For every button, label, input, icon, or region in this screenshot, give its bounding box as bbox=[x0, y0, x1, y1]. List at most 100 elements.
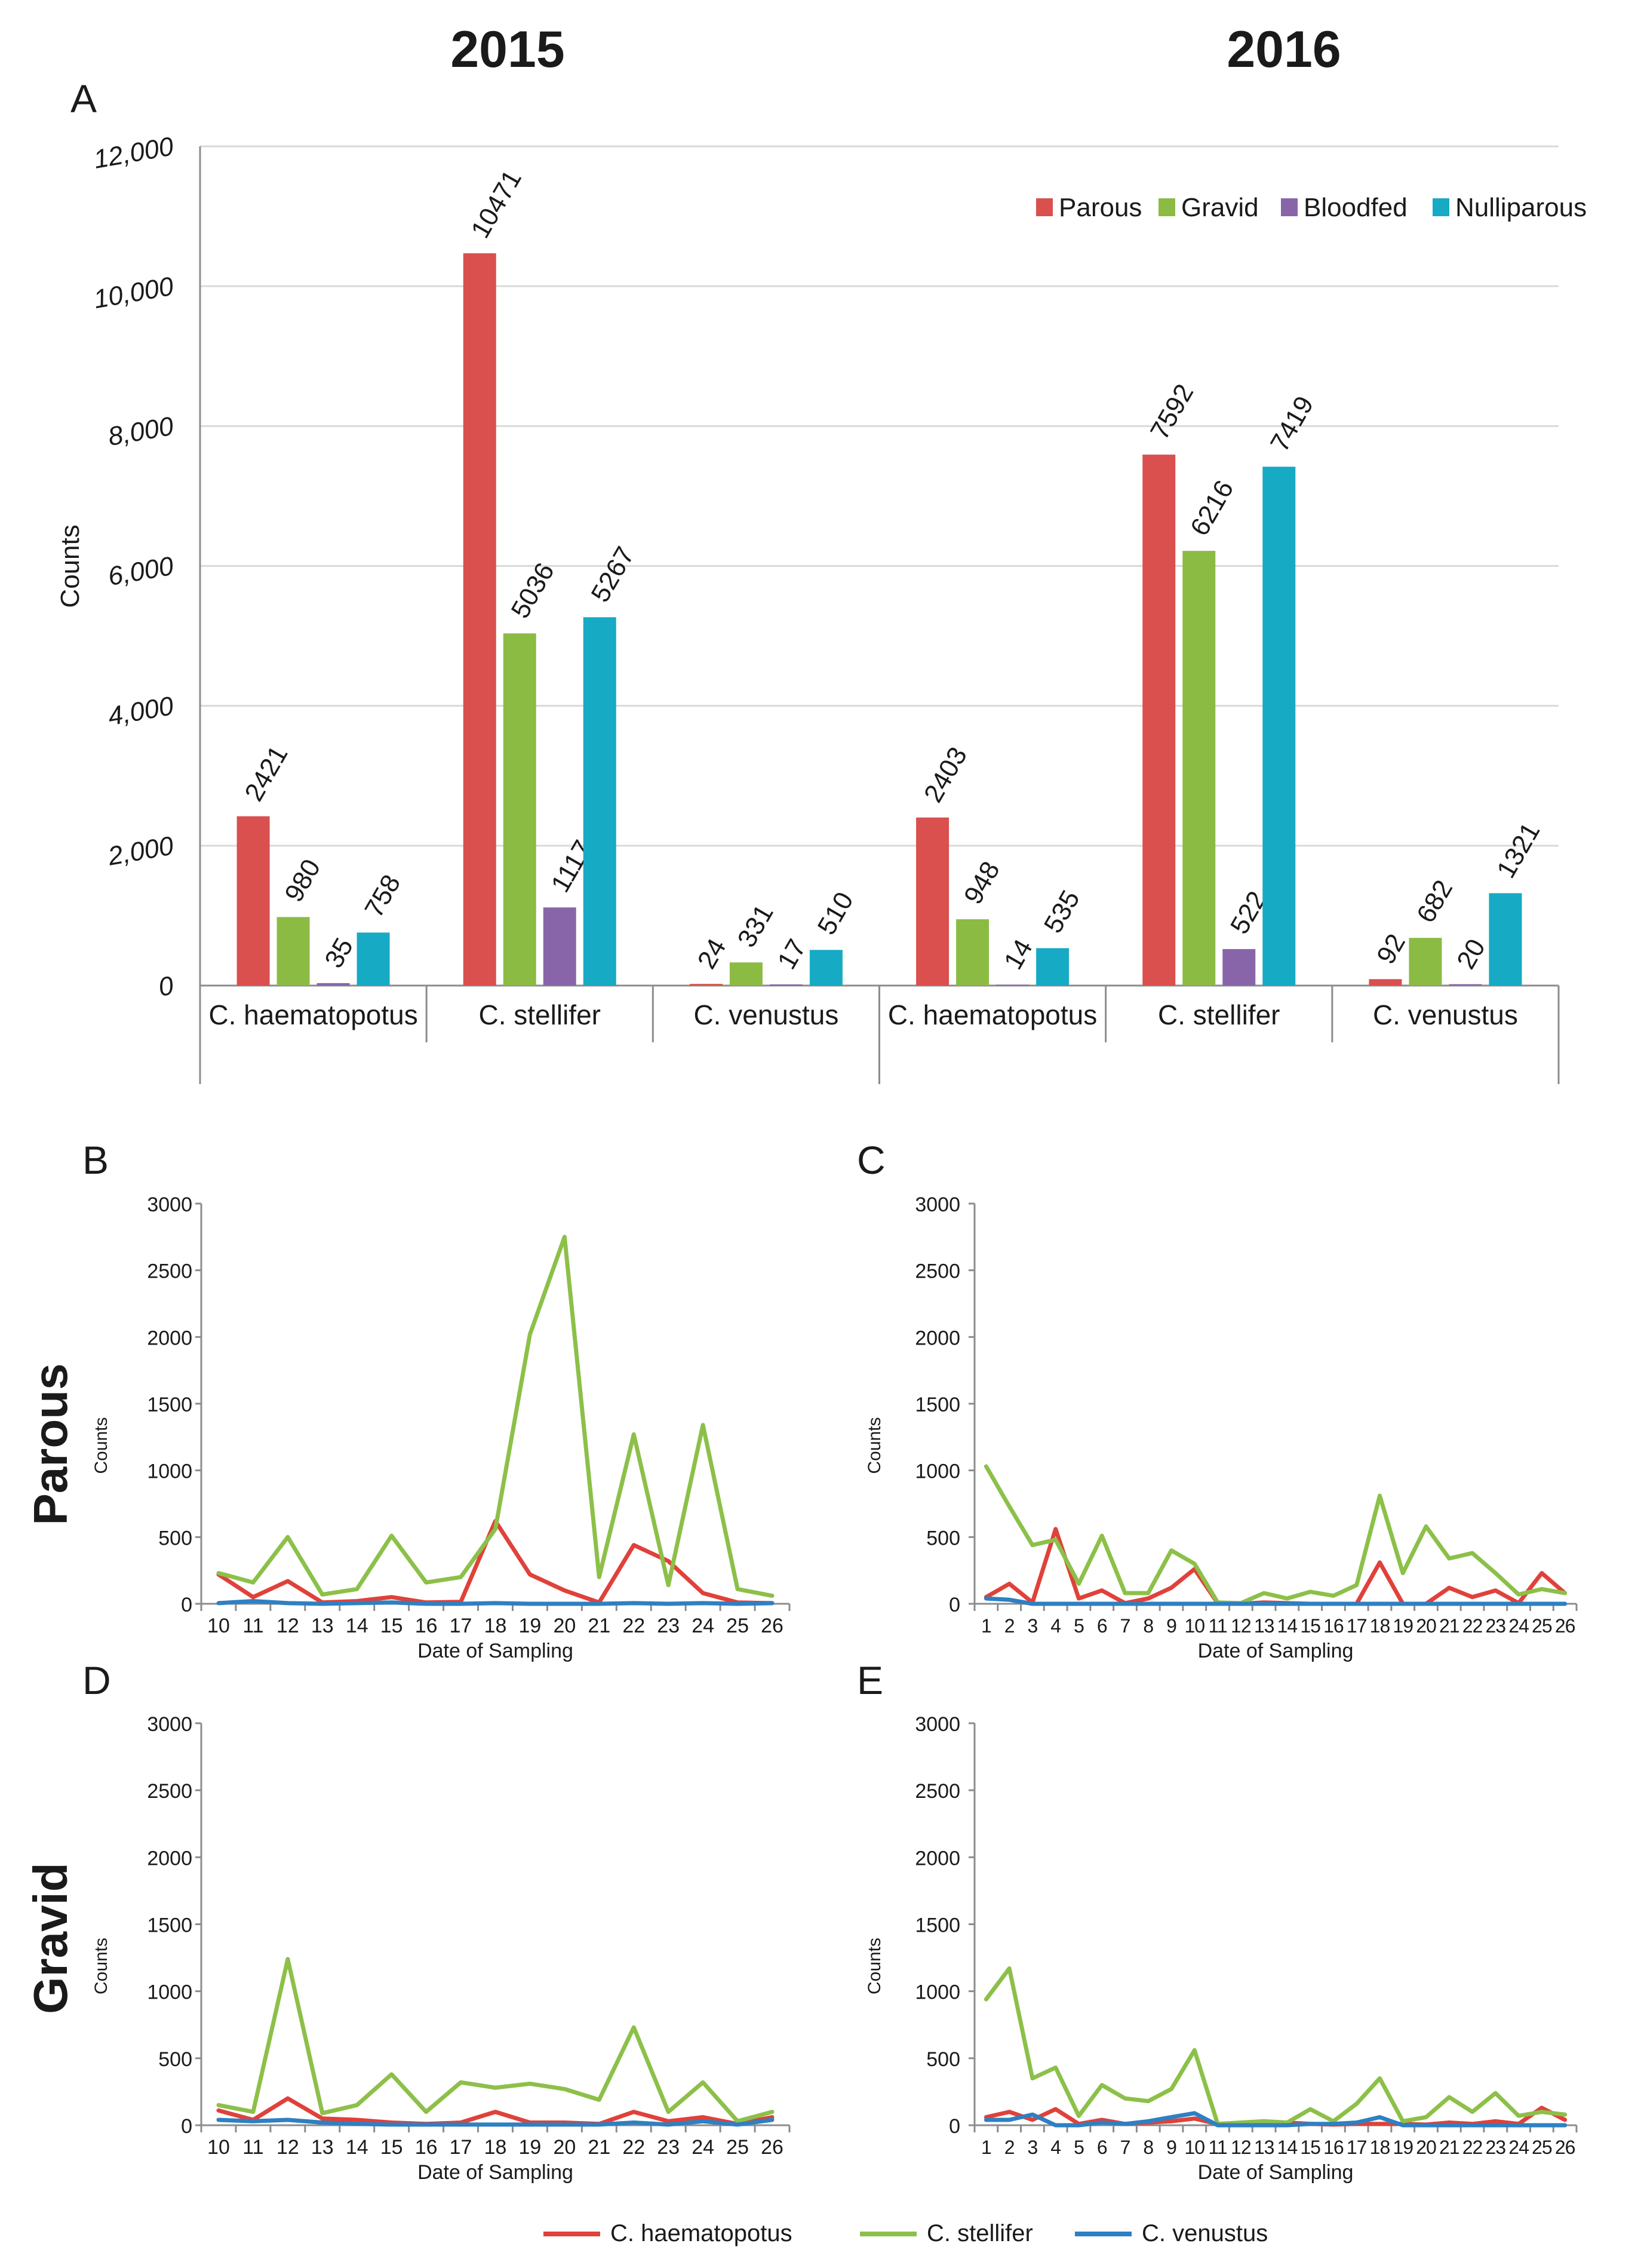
x-tick-label-10: 10 bbox=[207, 1615, 230, 1637]
bar-parous-0 bbox=[236, 816, 270, 986]
panel-label-e: E bbox=[857, 1658, 883, 1702]
y-tick-label-3000: 3000 bbox=[147, 1713, 192, 1736]
x-tick-label-3: 3 bbox=[1028, 1615, 1038, 1637]
series-line-c-venustus bbox=[984, 2111, 1568, 2128]
x-tick-label-9: 9 bbox=[1166, 2137, 1176, 2158]
bar-gravid-4 bbox=[1182, 551, 1216, 986]
x-tick-label-25: 25 bbox=[726, 1615, 749, 1637]
y-tick-label-1000: 1000 bbox=[147, 1981, 192, 2004]
x-tick-label-4: 4 bbox=[1050, 1615, 1061, 1637]
x-tick-label-25: 25 bbox=[1532, 1615, 1552, 1637]
data-label-nulliparous-4: 7419 bbox=[1265, 391, 1319, 456]
data-label-bloodfed-0: 35 bbox=[319, 933, 359, 973]
panel-label-a: A bbox=[70, 76, 97, 121]
bar-bloodfed-1 bbox=[543, 907, 576, 986]
x-tick-label-21: 21 bbox=[588, 1615, 610, 1637]
x-tick-label-22: 22 bbox=[622, 2136, 645, 2159]
x-tick-label-26: 26 bbox=[1555, 1615, 1575, 1637]
x-tick-label-16: 16 bbox=[1323, 1615, 1344, 1637]
x-tick-label-12: 12 bbox=[276, 2136, 299, 2159]
data-label-gravid-5: 682 bbox=[1411, 875, 1458, 928]
series-line-c-haematopotus bbox=[216, 2096, 775, 2126]
x-tick-label-21: 21 bbox=[1439, 1615, 1459, 1637]
line-legend: C. haematopotus C. stellifer C. venustus bbox=[543, 2220, 1268, 2246]
x-tick-label-10: 10 bbox=[1185, 2137, 1205, 2158]
bar-chart-panel-a: 0 2,000 4,000 6,000 8,000 10,000 12,000 Counts C… bbox=[56, 131, 1587, 1084]
y-tick-label-1500: 1500 bbox=[147, 1914, 192, 1937]
series-line-c-haematopotus bbox=[984, 1527, 1568, 1606]
line-chart-panel-d: 0 500 1000 1500 2000 2500 3000 10 11 12 13 14 15 16 17… bbox=[91, 1713, 791, 2184]
x-tick-label-12: 12 bbox=[1231, 1615, 1251, 1637]
x-axis-title: Date of Sampling bbox=[417, 1640, 573, 1662]
bar-bloodfed-2 bbox=[769, 984, 803, 986]
x-tick-label-24: 24 bbox=[1508, 2137, 1529, 2158]
x-tick-label-8: 8 bbox=[1143, 2137, 1153, 2158]
x-tick-label-10: 10 bbox=[207, 2136, 230, 2159]
x-tick-label-14: 14 bbox=[1277, 1615, 1298, 1637]
y-tick-label-10000: 10,000 bbox=[91, 271, 176, 314]
x-tick-label-23: 23 bbox=[1486, 2137, 1506, 2158]
series-line-c-stellifer bbox=[216, 1957, 775, 2123]
series-line-c-venustus bbox=[984, 1596, 1568, 1606]
x-tick-label-17: 17 bbox=[450, 2136, 472, 2159]
x-tick-label-5: 5 bbox=[1074, 1615, 1084, 1637]
bar-nulliparous-2 bbox=[809, 950, 843, 986]
x-tick-label-16: 16 bbox=[1323, 2137, 1344, 2158]
x-tick-label-24: 24 bbox=[692, 2136, 714, 2159]
bar-nulliparous-0 bbox=[357, 932, 390, 986]
x-tick-label-22: 22 bbox=[1462, 1615, 1483, 1637]
x-tick-label-15: 15 bbox=[380, 2136, 403, 2159]
x-tick-label-3: 3 bbox=[1028, 2137, 1038, 2158]
data-label-parous-1: 10471 bbox=[465, 165, 527, 243]
y-tick-label-2500: 2500 bbox=[147, 1260, 192, 1283]
bar-gravid-1 bbox=[503, 633, 536, 986]
x-tick-label-13: 13 bbox=[1254, 1615, 1274, 1637]
x-tick-label-19: 19 bbox=[519, 1615, 542, 1637]
bar-gravid-2 bbox=[729, 962, 763, 986]
x-tick-label-11: 11 bbox=[1208, 1615, 1227, 1637]
data-label-parous-2: 24 bbox=[692, 934, 732, 974]
x-tick-label-10: 10 bbox=[1185, 1615, 1205, 1637]
year-2016-header: 2016 bbox=[1227, 21, 1341, 78]
x-tick-label-15: 15 bbox=[380, 1615, 403, 1637]
y-tick-label-2000: 2000 bbox=[147, 1847, 192, 1870]
x-tick-label-19: 19 bbox=[519, 2136, 542, 2159]
series-line-c-stellifer bbox=[984, 1966, 1568, 2126]
y-tick-label-2000: 2000 bbox=[147, 1327, 192, 1349]
data-label-gravid-2: 331 bbox=[732, 900, 779, 952]
x-tick-label-26: 26 bbox=[761, 1615, 783, 1637]
x-tick-label-5: 5 bbox=[1074, 2137, 1084, 2158]
legend-swatch-gravid bbox=[1159, 198, 1175, 216]
x-tick-label-9: 9 bbox=[1166, 1615, 1176, 1637]
x-tick-label-23: 23 bbox=[657, 1615, 680, 1637]
x-tick-label-18: 18 bbox=[1370, 1615, 1390, 1637]
series-line-c-venustus bbox=[216, 1599, 775, 1606]
x-tick-label-16: 16 bbox=[415, 2136, 438, 2159]
x-axis-title: Date of Sampling bbox=[1198, 1640, 1354, 1662]
legend-swatch-nulliparous bbox=[1433, 198, 1449, 216]
x-tick-label-21: 21 bbox=[588, 2136, 610, 2159]
bar-gravid-3 bbox=[956, 919, 990, 986]
x-tick-label-21: 21 bbox=[1439, 2137, 1459, 2158]
y-tick-label-0: 0 bbox=[949, 1594, 960, 1616]
data-label-parous-3: 2403 bbox=[918, 742, 973, 807]
data-label-nulliparous-5: 1321 bbox=[1491, 818, 1545, 883]
x-tick-label-13: 13 bbox=[311, 1615, 334, 1637]
x-tick-label-8: 8 bbox=[1143, 1615, 1153, 1637]
line-chart-panel-b: 0 500 1000 1500 2000 2500 3000 10 11 12 13 14 15 16 17… bbox=[91, 1193, 791, 1662]
x-tick-label-25: 25 bbox=[1532, 2137, 1552, 2158]
data-label-nulliparous-0: 758 bbox=[359, 870, 406, 922]
x-tick-label-17: 17 bbox=[450, 1615, 472, 1637]
y-tick-label-1000: 1000 bbox=[915, 1981, 960, 2004]
x-tick-label-11: 11 bbox=[1208, 2137, 1227, 2158]
panel-label-c: C bbox=[857, 1138, 886, 1182]
x-tick-label-6: 6 bbox=[1097, 1615, 1107, 1637]
bar-nulliparous-3 bbox=[1036, 948, 1070, 986]
bar-bloodfed-0 bbox=[316, 983, 350, 986]
y-tick-label-2500: 2500 bbox=[147, 1780, 192, 1803]
x-tick-label-2: 2 bbox=[1004, 2137, 1015, 2158]
x-tick-label-1: 1 bbox=[981, 2137, 991, 2158]
